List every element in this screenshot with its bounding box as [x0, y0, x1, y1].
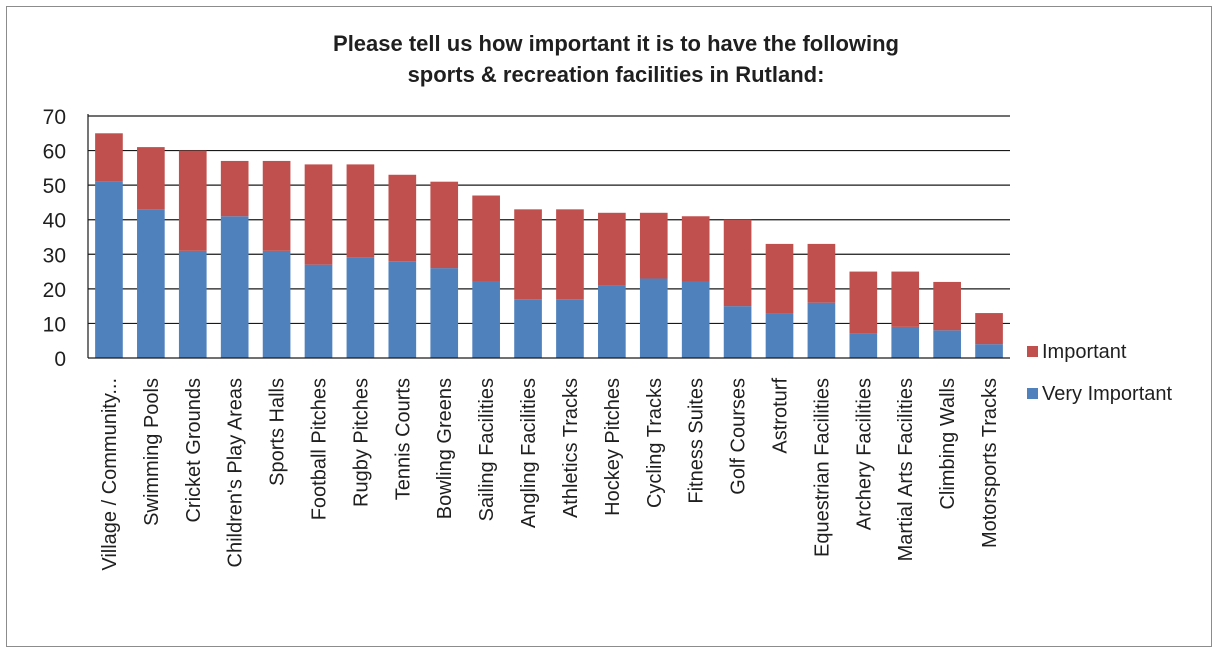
y-tick-label: 50: [43, 175, 66, 198]
bar-very-important: [304, 264, 333, 358]
bar-very-important: [220, 216, 249, 358]
x-category-label: Rugby Pitches: [350, 378, 372, 507]
bar-important: [346, 164, 375, 258]
x-category-label: Golf Courses: [728, 378, 750, 495]
bar-important: [430, 181, 459, 269]
legend-label: Important: [1042, 341, 1127, 363]
x-category-label: Angling Facilities: [518, 378, 540, 528]
x-category-label: Sailing Facilities: [476, 378, 498, 521]
bar-important: [891, 271, 920, 327]
bar-important: [388, 174, 417, 262]
bar-important: [723, 219, 752, 307]
y-tick-label: 70: [43, 106, 66, 129]
bar-very-important: [807, 302, 836, 358]
bar-very-important: [346, 257, 375, 358]
bar-important: [262, 160, 291, 251]
bar-important: [556, 209, 584, 300]
axes: [87, 114, 1010, 359]
bar-important: [975, 313, 1003, 345]
x-category-label: Cycling Tracks: [644, 378, 666, 508]
bar-very-important: [681, 281, 710, 358]
x-category-label: Football Pitches: [309, 378, 331, 520]
x-category-label: Hockey Pitches: [602, 378, 624, 516]
y-tick-label: 30: [43, 244, 66, 267]
x-category-label: Fitness Suites: [686, 378, 708, 504]
x-category-label: Cricket Grounds: [183, 378, 205, 523]
bar-very-important: [178, 250, 207, 358]
chart-title-line-2: sports & recreation facilities in Rutlan…: [408, 62, 825, 87]
bar-important: [220, 160, 249, 217]
chart-title: Please tell us how important it is to ha…: [333, 31, 899, 87]
bar-important: [598, 212, 626, 286]
bar-important: [933, 281, 961, 331]
bar-very-important: [472, 281, 500, 358]
y-tick-label: 10: [43, 313, 66, 336]
bar-very-important: [723, 306, 752, 358]
bar-very-important: [388, 261, 417, 358]
bar-very-important: [95, 181, 123, 358]
legend-label: Very Important: [1042, 383, 1173, 405]
bars: [95, 133, 1003, 358]
x-category-label: Motorsports Tracks: [979, 378, 1001, 548]
chart-title-line-1: Please tell us how important it is to ha…: [333, 31, 899, 56]
x-category-label: Sports Halls: [267, 378, 289, 486]
bar-very-important: [933, 330, 961, 358]
bar-important: [807, 243, 836, 303]
bar-very-important: [137, 209, 165, 358]
x-category-label: Tennis Courts: [392, 378, 414, 500]
x-category-label: Astroturf: [770, 378, 792, 454]
x-category-label: Village / Community...: [99, 378, 121, 571]
bar-important: [178, 150, 207, 251]
bar-important: [765, 243, 794, 314]
legend-swatch: [1027, 388, 1038, 399]
legend: Important Very Important: [1027, 341, 1173, 405]
bar-important: [95, 133, 123, 182]
bar-important: [681, 216, 710, 282]
y-tick-label: 20: [43, 279, 66, 302]
bar-important: [849, 271, 878, 334]
bar-very-important: [556, 299, 584, 358]
x-category-label: Swimming Pools: [141, 378, 163, 526]
x-category-label: Climbing Walls: [937, 378, 959, 510]
x-category-label: Equestrian Facilities: [811, 378, 833, 557]
bar-very-important: [598, 285, 626, 358]
bar-very-important: [849, 333, 878, 358]
y-tick-label: 60: [43, 141, 66, 164]
bar-very-important: [975, 344, 1003, 358]
bar-important: [472, 195, 500, 282]
bar-very-important: [891, 326, 920, 358]
bar-important: [639, 212, 668, 279]
bar-very-important: [514, 299, 542, 358]
bar-important: [304, 164, 333, 265]
y-tick-label: 0: [54, 348, 66, 371]
x-category-label: Children's Play Areas: [225, 378, 247, 567]
bar-very-important: [262, 250, 291, 358]
bar-important: [514, 209, 542, 300]
x-category-label: Archery Facilities: [853, 378, 875, 530]
x-axis-category-labels: Village / Community... Swimming Pools Cric…: [99, 378, 1001, 571]
y-axis-ticks: 0 10 20 30 40 50 60 70: [43, 106, 66, 371]
bar-important: [137, 147, 165, 210]
bar-very-important: [639, 278, 668, 358]
x-category-label: Athletics Tracks: [560, 378, 582, 518]
legend-swatch: [1027, 346, 1038, 357]
bar-very-important: [765, 313, 794, 358]
y-tick-label: 40: [43, 210, 66, 233]
x-category-label: Bowling Greens: [434, 378, 456, 519]
bar-very-important: [430, 268, 459, 358]
x-category-label: Martial Arts Facilities: [895, 378, 917, 561]
